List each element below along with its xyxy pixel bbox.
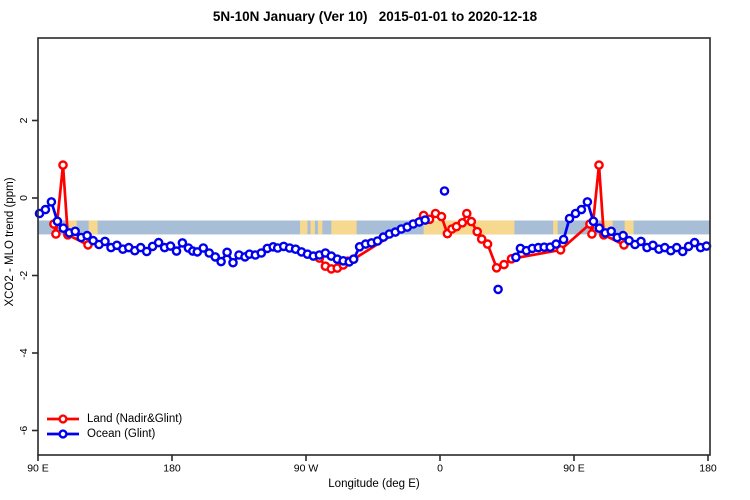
latitude-band-land-patch	[331, 220, 357, 235]
latitude-band-land-patch	[553, 220, 558, 235]
ocean-data-point	[210, 252, 220, 262]
ocean-data-point	[594, 223, 605, 233]
latitude-band-land-patch	[310, 220, 315, 235]
ocean-data-point	[222, 247, 232, 258]
ocean-data-point	[582, 197, 593, 207]
ocean-data-point	[58, 223, 69, 233]
ocean-data-point	[564, 213, 575, 224]
ocean-data-point	[420, 215, 430, 225]
ocean-data-point	[40, 204, 51, 215]
land-data-point	[461, 208, 472, 219]
land-data-point	[555, 245, 566, 255]
ocean-data-point	[52, 216, 63, 227]
ocean-data-point	[439, 186, 450, 196]
chart-title: 5N-10N January (Ver 10) 2015-01-01 to 20…	[212, 9, 538, 24]
ocean-data-point	[618, 230, 628, 241]
ocean-data-point	[636, 236, 646, 247]
legend-item: Land (Nadir&Glint)	[46, 411, 182, 426]
ocean-data-point	[551, 239, 561, 249]
land-data-point	[51, 229, 61, 239]
land-data-point	[476, 234, 487, 244]
land-data-point	[472, 226, 483, 237]
x-axis-tick-label: 90 E	[563, 463, 585, 475]
ocean-data-point	[677, 246, 688, 257]
latitude-band-land-patch	[603, 220, 613, 235]
legend-symbol-icon	[47, 413, 79, 424]
ocean-data-point	[82, 230, 92, 241]
ocean-data-point	[588, 216, 599, 227]
ocean-data-point	[606, 226, 617, 237]
latitude-band-ocean	[38, 220, 710, 235]
y-axis-tick-label: 2	[18, 117, 30, 123]
x-axis-tick-label: 180	[163, 463, 181, 475]
ocean-data-point	[198, 243, 209, 253]
latitude-band-land-patch	[88, 220, 98, 235]
ocean-data-point	[701, 241, 712, 251]
land-data-point	[587, 229, 597, 239]
ocean-data-point	[165, 241, 176, 251]
ocean-data-point	[558, 234, 569, 245]
y-axis-tick-label: 0	[18, 195, 30, 201]
latitude-band-land-patch	[300, 220, 308, 235]
x-axis-tick-label: 90 E	[27, 463, 49, 475]
legend: Land (Nadir&Glint) Ocean (Glint)	[46, 411, 182, 441]
land-data-point	[594, 160, 604, 170]
ocean-data-point	[348, 254, 359, 265]
ocean-data-point	[216, 256, 226, 267]
land-data-point	[457, 217, 468, 228]
land-data-point	[58, 160, 68, 170]
plot-frame	[37, 37, 711, 456]
ocean-data-point	[153, 237, 164, 248]
ocean-data-point	[177, 238, 188, 248]
ocean-data-point	[141, 246, 152, 257]
x-axis-tick-label: 90 W	[294, 463, 319, 475]
latitude-band-land-patch	[317, 220, 323, 235]
ocean-data-point	[256, 248, 267, 258]
ocean-data-point	[100, 236, 110, 247]
x-axis-title: Longitude (deg E)	[328, 478, 420, 490]
latitude-band-land-patch	[624, 220, 634, 235]
latitude-band-land-patch	[67, 220, 77, 235]
legend-label: Land (Nadir&Glint)	[87, 412, 183, 425]
y-axis-tick-label: -4	[18, 348, 30, 357]
land-data-point	[466, 216, 477, 227]
ocean-data-point	[689, 237, 700, 248]
ocean-data-point	[576, 204, 587, 215]
legend-item: Ocean (Glint)	[46, 426, 182, 441]
y-axis-tick-label: -2	[18, 271, 30, 280]
ocean-data-point	[228, 257, 238, 268]
y-axis-tick-label: -6	[18, 426, 30, 435]
ocean-data-point	[70, 226, 80, 237]
legend-label: Ocean (Glint)	[87, 427, 156, 440]
land-data-point	[482, 239, 493, 249]
land-data-point	[436, 211, 447, 222]
x-axis-tick-label: 180	[699, 463, 717, 475]
ocean-data-point	[46, 197, 57, 207]
ocean-data-point	[171, 246, 182, 256]
ocean-data-point	[493, 284, 503, 295]
x-axis-tick-label: 0	[437, 463, 443, 475]
legend-symbol-icon	[47, 428, 79, 439]
land-data-point	[491, 262, 502, 273]
ocean-data-point	[511, 252, 521, 263]
land-data-point	[499, 259, 509, 270]
